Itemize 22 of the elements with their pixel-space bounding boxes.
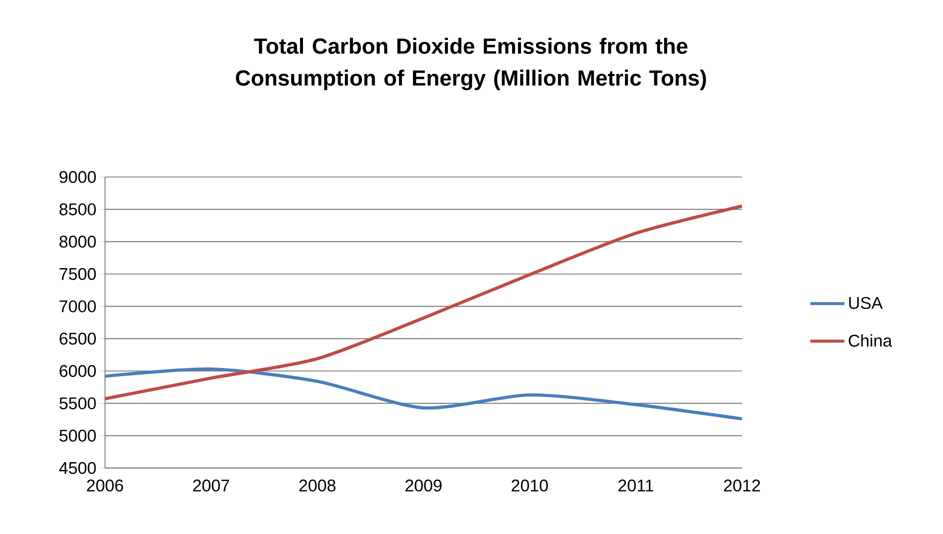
- y-tick-label: 8500: [60, 203, 96, 216]
- x-tick-label: 2006: [87, 480, 124, 492]
- x-tick-label: 2012: [724, 480, 760, 492]
- legend-label: China: [848, 334, 892, 347]
- y-tick-label: 8000: [60, 236, 96, 248]
- x-tick-label: 2009: [406, 480, 442, 492]
- y-tick-label: 5500: [59, 397, 96, 410]
- y-tick-label: 6500: [60, 332, 96, 345]
- chart-title: Total Carbon Dioxide Emissions from the Consumption of Energy (Million Metric Tons): [236, 38, 706, 90]
- line-series: [105, 204, 742, 400]
- y-tick-label: 6000: [60, 365, 96, 377]
- x-tick-label: 2010: [512, 480, 548, 492]
- x-tick-label: 2011: [618, 480, 654, 492]
- line-series: [105, 367, 742, 420]
- y-tick-label: 7000: [60, 300, 96, 312]
- y-tick-label: 7500: [60, 268, 96, 280]
- y-tick-label: 4500: [59, 462, 96, 474]
- x-tick-label: 2007: [193, 480, 230, 492]
- legend-label: USA: [849, 296, 883, 309]
- x-tick-label: 2008: [299, 480, 336, 492]
- y-tick-label: 9000: [60, 171, 96, 184]
- y-tick-label: 5000: [59, 430, 96, 442]
